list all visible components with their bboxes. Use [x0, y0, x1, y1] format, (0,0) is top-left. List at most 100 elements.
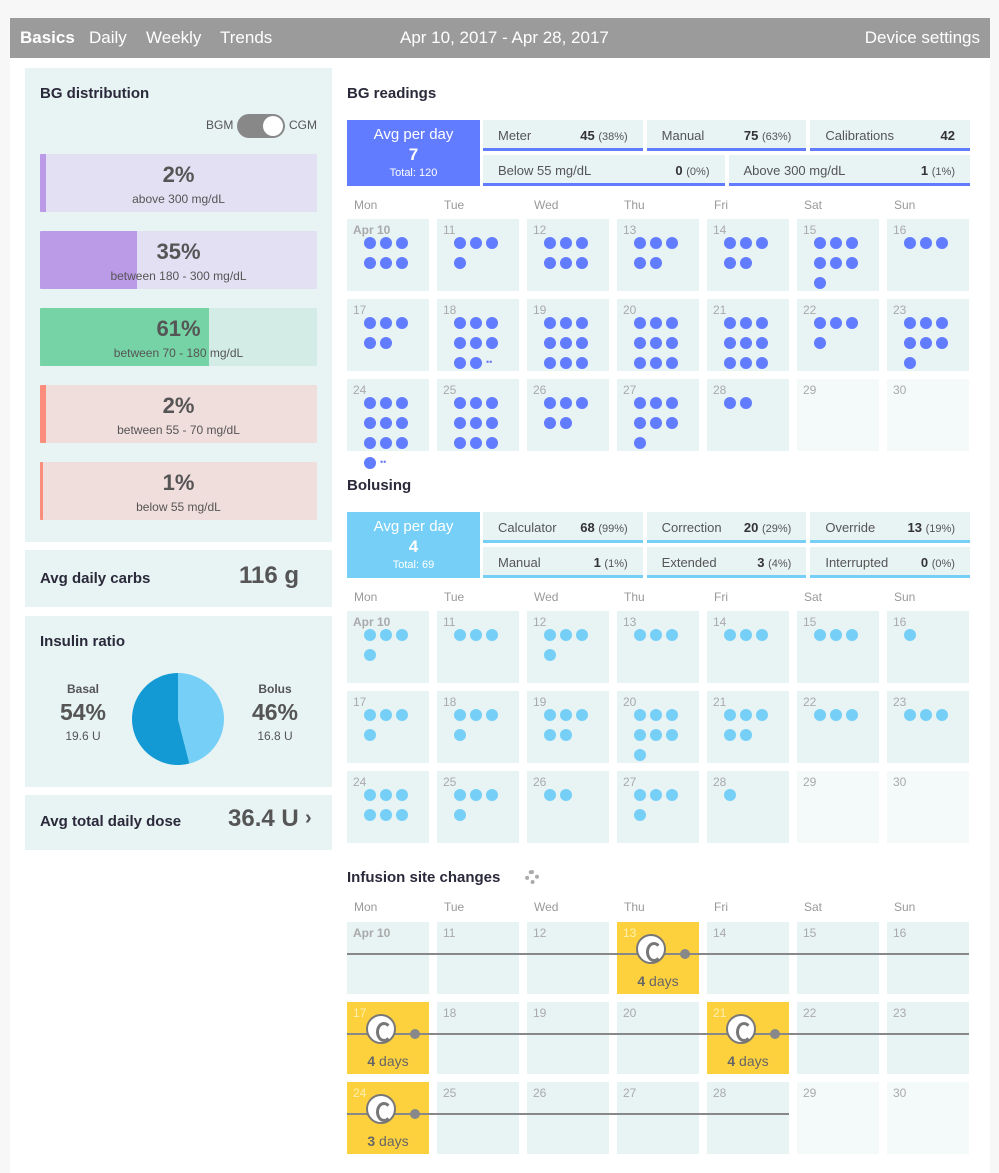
- calendar-day-cell[interactable]: 24 ••: [347, 379, 429, 469]
- calendar-day-cell[interactable]: 12: [527, 219, 609, 291]
- stat-filter[interactable]: Calculator 68 (99%): [483, 512, 643, 543]
- reading-dot: [634, 729, 646, 741]
- stat-filter[interactable]: Manual 75 (63%): [646, 120, 807, 151]
- calendar-day-cell[interactable]: 22: [797, 299, 879, 371]
- calendar-day-cell[interactable]: 11: [437, 219, 519, 291]
- readings-dots: [904, 237, 964, 257]
- calendar-day-cell[interactable]: 19: [527, 691, 609, 763]
- calendar-day-cell[interactable]: 11: [437, 611, 519, 683]
- tab-weekly[interactable]: Weekly: [146, 28, 202, 47]
- reading-dot: [364, 437, 376, 449]
- toggle-knob: [263, 116, 283, 136]
- calendar-day-cell[interactable]: 13: [617, 611, 699, 683]
- site-change-day-cell[interactable]: 27: [617, 1082, 699, 1154]
- stat-filter[interactable]: Correction 20 (29%): [646, 512, 807, 543]
- bg-range-bar[interactable]: 2% between 55 - 70 mg/dL: [40, 385, 317, 443]
- reading-dot: [724, 317, 736, 329]
- day-number: 15: [803, 926, 817, 940]
- site-change-day-cell[interactable]: Apr 10: [347, 922, 429, 994]
- calendar-day-cell[interactable]: 16: [887, 219, 969, 291]
- calendar-day-cell[interactable]: 18 ••: [437, 299, 519, 371]
- site-change-day-cell[interactable]: 26: [527, 1082, 609, 1154]
- site-change-day-cell[interactable]: 28: [707, 1082, 789, 1154]
- gear-icon[interactable]: [525, 870, 539, 884]
- avg-total-daily-dose-card[interactable]: Avg total daily dose 36.4 U ›: [25, 795, 332, 850]
- calendar-day-cell[interactable]: 24: [347, 771, 429, 843]
- calendar-day-cell[interactable]: 28: [707, 379, 789, 451]
- calendar-day-cell[interactable]: 28: [707, 771, 789, 843]
- day-number: 14: [713, 926, 727, 940]
- calendar-day-cell[interactable]: 13: [617, 219, 699, 291]
- bgm-cgm-toggle[interactable]: [237, 114, 285, 138]
- site-change-day-cell[interactable]: 16: [887, 922, 969, 994]
- stat-filter[interactable]: Interrupted 0 (0%): [810, 547, 970, 578]
- stat-filter[interactable]: Manual 1 (1%): [483, 547, 643, 578]
- calendar-day-cell[interactable]: 14: [707, 219, 789, 291]
- stat-filter[interactable]: Calibrations 42: [810, 120, 970, 151]
- calendar-day-cell[interactable]: 17: [347, 299, 429, 371]
- calendar-day-cell[interactable]: 22: [797, 691, 879, 763]
- calendar-day-cell[interactable]: 25: [437, 771, 519, 843]
- stat-filter[interactable]: Below 55 mg/dL 0 (0%): [483, 155, 725, 186]
- calendar-day-cell[interactable]: 21: [707, 691, 789, 763]
- calendar-day-cell[interactable]: 27: [617, 771, 699, 843]
- site-change-day-cell[interactable]: 12: [527, 922, 609, 994]
- bg-range-bar[interactable]: 35% between 180 - 300 mg/dL: [40, 231, 317, 289]
- calendar-day-cell[interactable]: 23: [887, 691, 969, 763]
- site-change-day-cell[interactable]: 25: [437, 1082, 519, 1154]
- site-change-day-cell[interactable]: 20: [617, 1002, 699, 1074]
- calendar-day-cell[interactable]: 18: [437, 691, 519, 763]
- calendar-day-cell[interactable]: 20: [617, 691, 699, 763]
- site-change-day-cell[interactable]: 15: [797, 922, 879, 994]
- readings-dots: ••: [364, 397, 424, 477]
- site-change-day-cell[interactable]: 14: [707, 922, 789, 994]
- calendar-day-cell[interactable]: 23: [887, 299, 969, 371]
- calendar-day-cell[interactable]: Apr 10: [347, 219, 429, 291]
- device-settings-link[interactable]: Device settings: [864, 28, 980, 47]
- bg-range-bar[interactable]: 61% between 70 - 180 mg/dL: [40, 308, 317, 366]
- tab-trends[interactable]: Trends: [220, 28, 273, 47]
- calendar-day-cell[interactable]: 26: [527, 379, 609, 451]
- stat-filter[interactable]: Override 13 (19%): [810, 512, 970, 543]
- calendar-day-cell[interactable]: 26: [527, 771, 609, 843]
- calendar-day-cell[interactable]: 14: [707, 611, 789, 683]
- reading-dot: [936, 337, 948, 349]
- readings-dots: [454, 789, 514, 829]
- site-change-day-cell[interactable]: 23: [887, 1002, 969, 1074]
- calendar-day-cell[interactable]: 20: [617, 299, 699, 371]
- calendar-day-cell[interactable]: 15: [797, 219, 879, 291]
- stat-filter[interactable]: Extended 3 (4%): [646, 547, 807, 578]
- tab-basics[interactable]: Basics: [20, 28, 75, 47]
- calendar-day-cell[interactable]: 19: [527, 299, 609, 371]
- bg-range-label: above 300 mg/dL: [132, 192, 225, 206]
- reading-dot: [724, 789, 736, 801]
- calendar-day-cell[interactable]: 12: [527, 611, 609, 683]
- reading-dot: [634, 437, 646, 449]
- bg-range-bar[interactable]: 1% below 55 mg/dL: [40, 462, 317, 520]
- day-of-week-label: Tue: [444, 590, 465, 604]
- calendar-day-cell[interactable]: 16: [887, 611, 969, 683]
- calendar-day-cell[interactable]: 17: [347, 691, 429, 763]
- site-change-day-cell[interactable]: 11: [437, 922, 519, 994]
- reading-dot: [576, 317, 588, 329]
- calendar-day-cell[interactable]: 27: [617, 379, 699, 451]
- bg-range-bar[interactable]: 2% above 300 mg/dL: [40, 154, 317, 212]
- calendar-day-cell[interactable]: 25: [437, 379, 519, 451]
- stat-filter[interactable]: Meter 45 (38%): [483, 120, 643, 151]
- duration-unit: days: [649, 973, 679, 989]
- reading-dot: [576, 337, 588, 349]
- site-change-day-cell[interactable]: 22: [797, 1002, 879, 1074]
- reading-dot: [650, 357, 662, 369]
- reading-dot: [470, 317, 482, 329]
- calendar-day-cell[interactable]: 15: [797, 611, 879, 683]
- calendar-day-cell[interactable]: Apr 10: [347, 611, 429, 683]
- tab-daily[interactable]: Daily: [89, 28, 127, 47]
- reading-dot: [756, 317, 768, 329]
- reading-dot: [560, 709, 572, 721]
- site-change-day-cell[interactable]: 18: [437, 1002, 519, 1074]
- reading-dot: [666, 789, 678, 801]
- site-change-day-cell[interactable]: 19: [527, 1002, 609, 1074]
- stat-filter[interactable]: Above 300 mg/dL 1 (1%): [728, 155, 970, 186]
- reading-dot: [560, 417, 572, 429]
- calendar-day-cell[interactable]: 21: [707, 299, 789, 371]
